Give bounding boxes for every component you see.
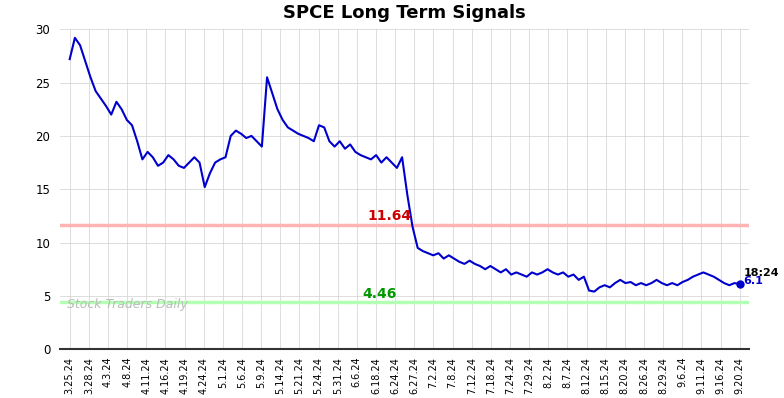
Text: 4.46: 4.46 [362, 287, 397, 301]
Text: 11.64: 11.64 [368, 209, 412, 223]
Text: 6.1: 6.1 [743, 276, 764, 286]
Text: 18:24: 18:24 [743, 267, 779, 278]
Title: SPCE Long Term Signals: SPCE Long Term Signals [283, 4, 526, 22]
Text: Stock Traders Daily: Stock Traders Daily [67, 298, 187, 311]
